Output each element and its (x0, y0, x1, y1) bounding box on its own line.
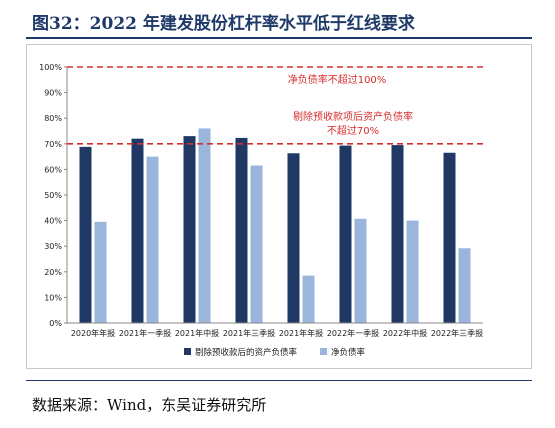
y-axis-labels: 0% 10% 20% 30% 40% 50% 60% 70% 80% 90% 100% (39, 63, 67, 328)
x-tick-label: 2022年三季报 (431, 328, 483, 338)
y-tick-label: 70% (44, 140, 62, 149)
y-tick-label: 100% (39, 63, 62, 72)
ref-label-70-line1: 剔除预收款项后资产负债率 (293, 110, 413, 123)
bar-series2 (354, 218, 367, 323)
reference-lines (67, 66, 483, 145)
x-tick-label: 2022年一季报 (327, 328, 379, 338)
ref-label-70-line2: 不超过70% (327, 124, 379, 137)
x-tick-label: 2021年中报 (175, 328, 219, 338)
y-tick-label: 50% (44, 191, 62, 200)
legend-swatch-series1 (184, 348, 191, 355)
legend: 剔除预收款后的资产负债率 净负债率 (184, 347, 366, 358)
x-tick-label: 2020年年报 (71, 328, 115, 338)
bar-series1 (79, 146, 92, 323)
bar-series2 (198, 128, 211, 323)
y-tick-label: 90% (44, 89, 62, 98)
page-title: 图32：2022 年建发股份杠杆率水平低于红线要求 (32, 14, 415, 34)
bar-series1 (391, 145, 404, 323)
source-note: 数据来源：Wind，东吴证券研究所 (32, 396, 267, 414)
y-tick-label: 0% (49, 319, 62, 328)
title-underline (26, 37, 532, 39)
bar-series2 (250, 165, 263, 323)
bar-series2 (302, 275, 315, 323)
x-tick-label: 2021年年报 (279, 328, 323, 338)
y-tick-label: 30% (44, 242, 62, 251)
y-tick-label: 40% (44, 217, 62, 226)
y-tick-label: 80% (44, 114, 62, 123)
legend-swatch-series2 (320, 348, 327, 355)
bar-series1 (183, 136, 196, 323)
bar-series1 (131, 138, 144, 323)
y-tick-label: 10% (44, 293, 62, 302)
ref-label-100: 净负债率不超过100% (288, 73, 387, 86)
legend-label-series2: 净负债率 (331, 347, 366, 358)
title-bar: 图32：2022 年建发股份杠杆率水平低于红线要求 (0, 0, 555, 44)
y-tick-label: 20% (44, 268, 62, 277)
bar-series2 (146, 156, 159, 323)
x-axis-labels: 2020年年报 2021年一季报 2021年中报 2021年三季报 2021年年报 202… (71, 328, 483, 338)
x-tick-label: 2021年三季报 (223, 328, 275, 338)
bar-series1 (235, 137, 248, 323)
bar-series2 (94, 221, 107, 323)
bar-series1 (339, 145, 352, 323)
bar-series1 (287, 153, 300, 323)
y-tick-label: 60% (44, 165, 62, 174)
x-tick-label: 2022年中报 (383, 328, 427, 338)
bars (79, 128, 471, 323)
legend-label-series1: 剔除预收款后的资产负债率 (195, 347, 298, 358)
x-tick-label: 2021年一季报 (119, 328, 171, 338)
bar-series2 (458, 248, 471, 323)
chart-frame (26, 44, 532, 369)
bar-series2 (406, 220, 419, 323)
source-divider (26, 380, 532, 381)
bar-series1 (443, 152, 456, 323)
